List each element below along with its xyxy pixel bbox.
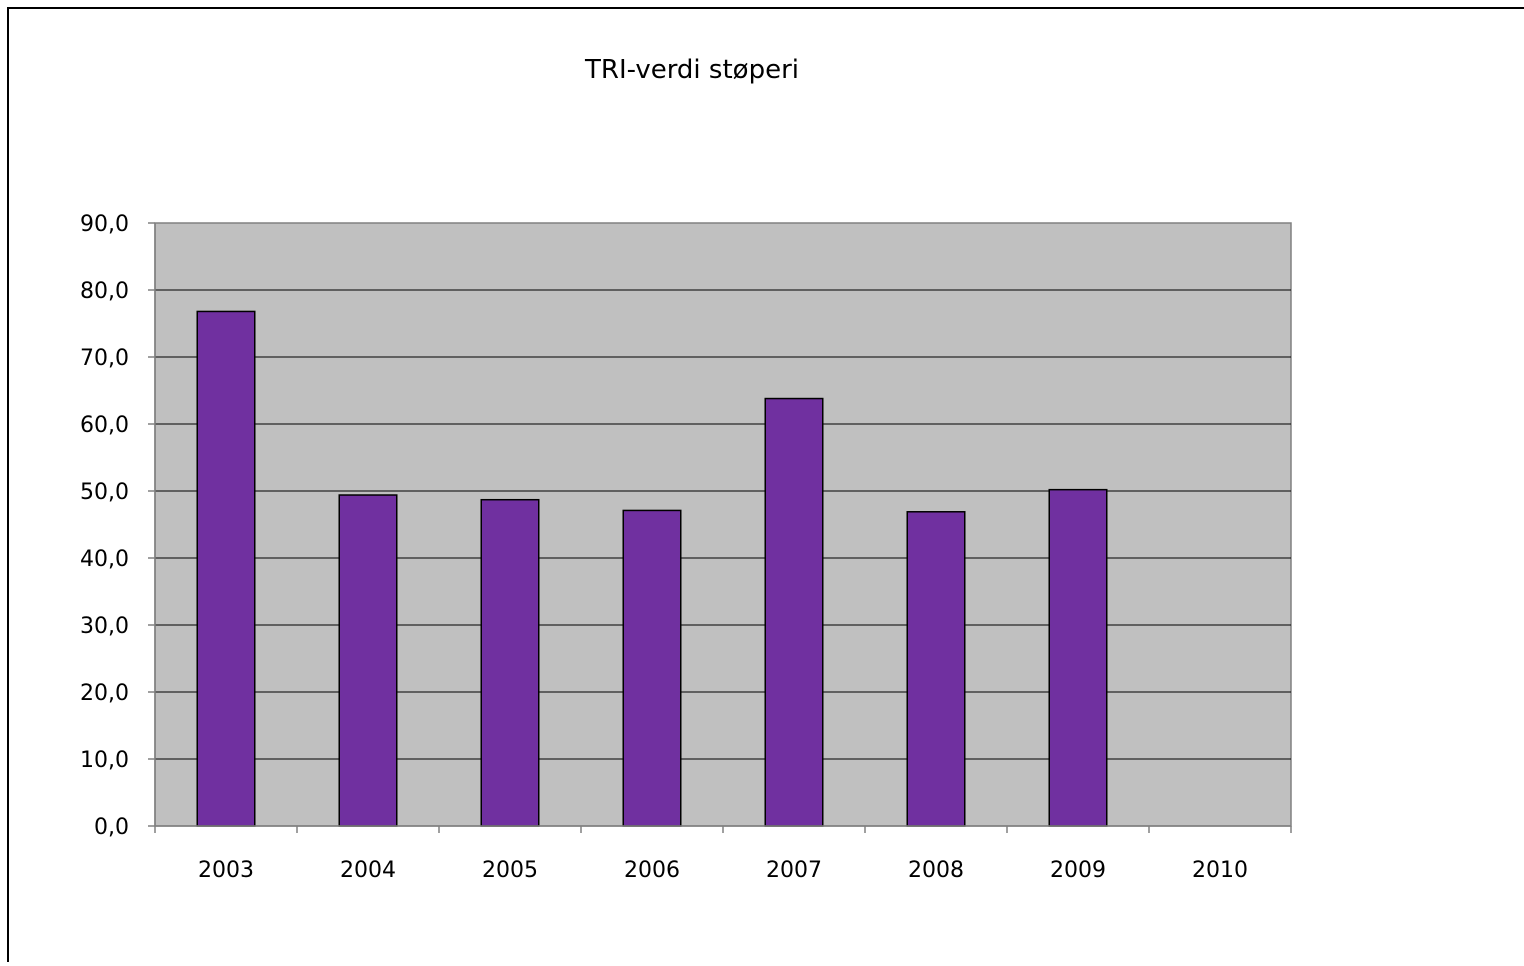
x-tick-label: 2003 bbox=[198, 858, 254, 883]
bar-2003 bbox=[196, 310, 256, 827]
chart-title: TRI-verdi støperi bbox=[584, 55, 799, 85]
x-tick-label: 2010 bbox=[1192, 858, 1248, 883]
y-tick-label: 0,0 bbox=[94, 815, 129, 840]
x-tick-labels: 2003 2004 2005 2006 2007 2008 2009 2010 bbox=[198, 858, 1248, 883]
y-tick-label: 60,0 bbox=[80, 413, 129, 438]
axes bbox=[148, 222, 1292, 833]
y-tick-label: 10,0 bbox=[80, 748, 129, 773]
y-tick-label: 90,0 bbox=[80, 212, 129, 237]
x-tick-label: 2007 bbox=[766, 858, 822, 883]
x-tick-label: 2004 bbox=[340, 858, 396, 883]
bars bbox=[196, 310, 1108, 827]
bar-2006 bbox=[622, 509, 682, 827]
bar-2009 bbox=[1048, 488, 1108, 827]
y-tick-label: 40,0 bbox=[80, 547, 129, 572]
y-tick-labels: 0,0 10,0 20,0 30,0 40,0 50,0 60,0 70,0 80,0 90,0 bbox=[80, 212, 129, 840]
bar-2004 bbox=[338, 494, 398, 827]
x-tick-label: 2006 bbox=[624, 858, 680, 883]
x-tick-label: 2008 bbox=[908, 858, 964, 883]
bar-2005 bbox=[480, 498, 540, 827]
y-tick-label: 20,0 bbox=[80, 681, 129, 706]
y-tick-label: 50,0 bbox=[80, 480, 129, 505]
bar-2008 bbox=[906, 511, 966, 827]
x-tick-label: 2005 bbox=[482, 858, 538, 883]
bar-2007 bbox=[764, 397, 824, 827]
y-tick-label: 80,0 bbox=[80, 279, 129, 304]
x-tick-label: 2009 bbox=[1050, 858, 1106, 883]
plot-area bbox=[154, 222, 1292, 827]
y-tick-label: 70,0 bbox=[80, 346, 129, 371]
y-tick-label: 30,0 bbox=[80, 614, 129, 639]
